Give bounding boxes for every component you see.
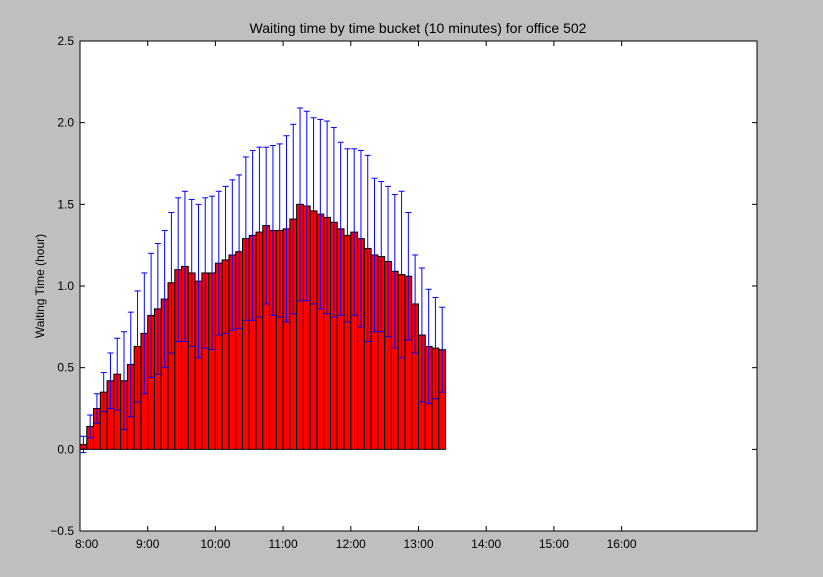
error-bar [391,194,398,349]
x-tick-label: 11:00 [269,537,298,551]
y-tick-label: 1.0 [57,279,74,293]
error-bar [249,149,256,321]
x-axis: 8:00 9:00 10:00 11:00 12:00 13:00 14:00 15:00 16… [75,41,637,551]
error-bar [181,190,188,343]
error-bar [317,118,324,310]
error-bar [276,143,283,318]
error-bar [344,148,351,323]
bars-group [79,203,447,450]
error-bar [141,272,148,395]
error-bar [324,120,331,315]
error-bar [242,156,249,321]
error-bar [269,145,276,316]
error-bar [175,197,182,343]
error-bar [229,179,236,331]
error-bar [161,229,168,369]
error-bar [371,177,378,333]
error-bar [283,135,290,323]
y-tick-label: 2.5 [57,34,74,48]
error-bar [195,203,202,359]
chart-title: Waiting time by time bucket (10 minutes)… [250,20,587,36]
x-tick-label: 10:00 [200,537,230,551]
error-bar [188,198,195,347]
error-bar [107,352,114,409]
y-tick-label: 1.5 [57,197,74,211]
error-bar [114,337,121,411]
error-bar [405,212,412,341]
error-bar [351,148,358,316]
error-bar [87,414,94,439]
error-bar [364,154,371,343]
error-bar [209,195,216,351]
error-bar [121,331,128,431]
error-bar [290,123,297,315]
error-bar [378,180,385,333]
error-bar [202,197,209,349]
y-tick-label: −0.5 [50,524,74,538]
error-bar [215,190,222,336]
y-tick-label: 0.0 [57,442,74,456]
error-bar [222,185,229,334]
x-tick-label: 13:00 [403,537,433,551]
error-bar [134,290,141,403]
error-bar [127,311,134,418]
error-bar [337,141,344,316]
error-bar [297,107,304,302]
error-bar [236,174,243,329]
error-bar [412,254,419,354]
error-bar [439,306,446,393]
error-bar [154,243,161,375]
x-tick-label: 14:00 [471,537,501,551]
y-axis: −0.5 0.0 0.5 1.0 1.5 2.0 2.5 [50,34,757,538]
error-bar [432,296,439,400]
error-bar [80,435,87,454]
x-tick-label: 8:00 [75,537,99,551]
error-bar [425,288,432,405]
error-bar [148,252,155,378]
x-tick-label: 16:00 [607,537,637,551]
error-bar [310,117,317,305]
error-bar [357,149,364,328]
error-bar [100,372,107,413]
error-bar [256,146,263,318]
error-bar [385,185,392,338]
error-bar [330,127,337,318]
error-bar [398,190,405,359]
x-tick-label: 12:00 [336,537,366,551]
y-tick-label: 2.0 [57,116,74,130]
error-bar [168,212,175,354]
error-bar [303,110,310,302]
error-bar [263,146,270,305]
y-tick-label: 0.5 [57,361,74,375]
error-bar [93,393,100,424]
x-tick-label: 9:00 [136,537,160,551]
error-bar [418,267,425,403]
y-axis-label: Waiting Time (hour) [33,234,47,338]
x-tick-label: 15:00 [539,537,569,551]
errorbars-group [80,107,446,454]
